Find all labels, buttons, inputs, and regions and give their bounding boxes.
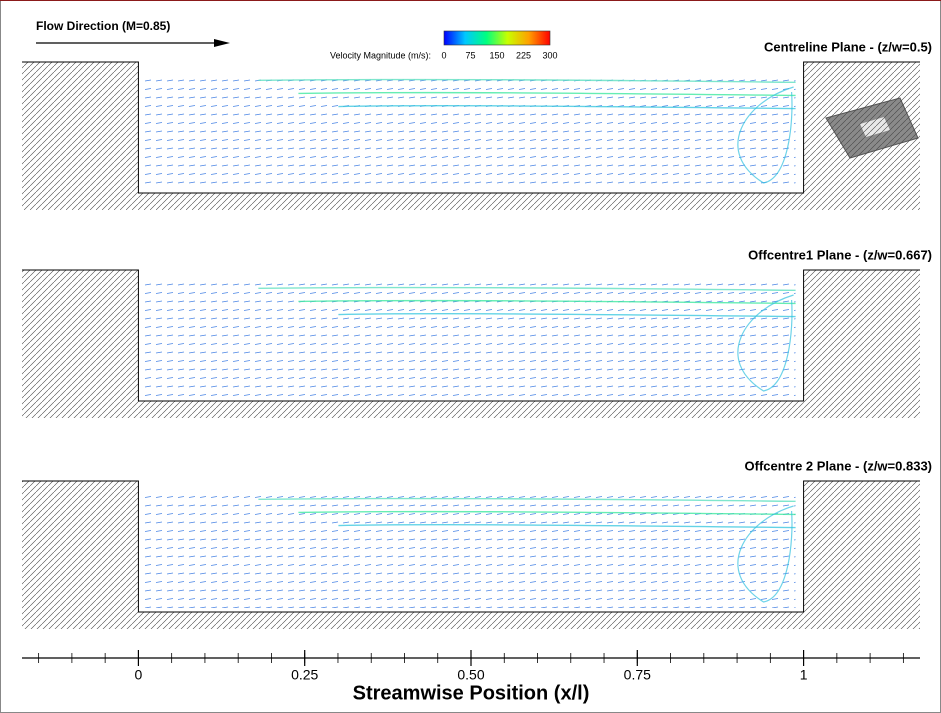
vortex: [737, 505, 794, 603]
cavity-outline: [22, 269, 920, 402]
vector-streak: [338, 313, 796, 318]
colorbar-tick-label: 300: [542, 50, 557, 60]
vortex: [737, 294, 794, 392]
colorbar-label: Velocity Magnitude (m/s):: [330, 50, 431, 60]
panel-title: Offcentre1 Plane - (z/w=0.667): [748, 247, 932, 262]
colorbar-tick-label: 225: [516, 50, 531, 60]
panel: Offcentre1 Plane - (z/w=0.667): [22, 247, 932, 418]
wall-left: [22, 270, 139, 418]
cavity-floor: [138, 612, 804, 629]
panel: Offcentre 2 Plane - (z/w=0.833): [22, 458, 932, 629]
vector-streak: [298, 510, 796, 516]
wall-right: [803, 270, 920, 418]
panel-title: Offcentre 2 Plane - (z/w=0.833): [745, 458, 932, 473]
vector-texture: [142, 74, 796, 189]
wall-left: [22, 481, 139, 629]
flow-annotation: Flow Direction (M=0.85): [36, 19, 170, 33]
vector-streak: [298, 299, 796, 305]
x-tick-label: 1: [800, 667, 808, 683]
vortex: [737, 86, 794, 184]
cavity-outline: [22, 61, 920, 194]
vector-streak: [258, 78, 796, 84]
cavity-floor: [138, 193, 804, 210]
wall-right: [803, 481, 920, 629]
colorbar-tick-label: 75: [465, 50, 475, 60]
x-tick-label: 0.50: [457, 667, 484, 683]
cavity-floor: [138, 401, 804, 418]
vector-streak: [338, 524, 796, 529]
panel-title: Centreline Plane - (z/w=0.5): [764, 39, 932, 54]
x-tick-label: 0.25: [291, 667, 318, 683]
vector-streak: [298, 91, 796, 97]
colorbar: [443, 30, 551, 46]
cavity-outline: [22, 480, 920, 613]
x-axis-label: Streamwise Position (x/l): [353, 682, 590, 704]
flow-arrowhead: [214, 39, 230, 47]
vector-texture: [142, 282, 796, 397]
vector-streak: [258, 286, 796, 292]
colorbar-tick-label: 150: [489, 50, 504, 60]
panel: Centreline Plane - (z/w=0.5): [22, 39, 932, 210]
vector-streak: [258, 497, 796, 503]
vector-texture: [142, 493, 796, 608]
x-tick-label: 0.75: [624, 667, 651, 683]
x-tick-label: 0: [135, 667, 143, 683]
vector-streak: [338, 105, 796, 110]
wall-right: [803, 62, 920, 210]
wall-left: [22, 62, 139, 210]
colorbar-tick-label: 0: [441, 50, 446, 60]
